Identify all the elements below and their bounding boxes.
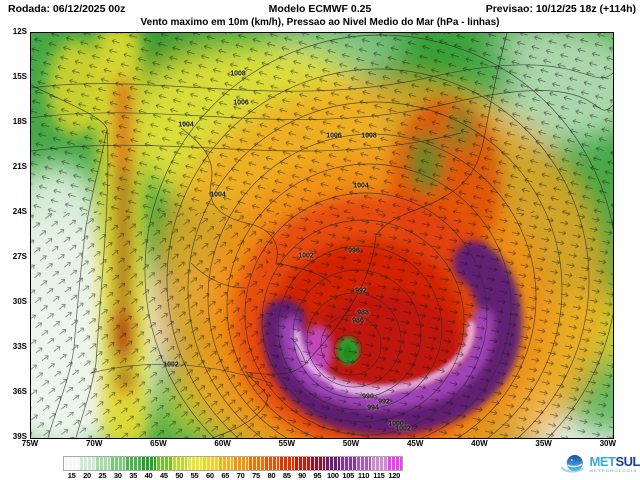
colorbar-cell [325, 457, 341, 470]
lon-label: 70W [85, 439, 103, 448]
colorbar-value: 30 [113, 471, 122, 480]
model-label: Modelo ECMWF 0.25 [268, 3, 372, 15]
lat-label: 15S [12, 72, 27, 81]
colorbar-value: 50 [175, 471, 184, 480]
colorbar-value: 20 [83, 471, 91, 480]
run-label: Rodada: 06/12/2025 00z [8, 3, 126, 15]
map-title: Vento maximo em 10m (km/h), Pressao ao N… [140, 17, 500, 28]
colorbar-value: 105 [342, 471, 354, 480]
colorbar-cell [217, 457, 233, 470]
coastline-borders [31, 33, 508, 438]
colorbar-value: 15 [67, 471, 76, 480]
colorbar-value: 100 [326, 471, 339, 480]
lat-label: 18S [12, 117, 27, 126]
map-canvas: 1008 1006 1004 1004 1006 1008 1004 1002 1002 996 9… [30, 32, 614, 439]
wind-pressure-map [31, 33, 613, 438]
colorbar-cell [248, 457, 264, 470]
colorbar-value: 35 [129, 471, 137, 480]
colorbar-cell [156, 457, 172, 470]
logo-tagline: METEOROLOGIA [589, 468, 638, 473]
wind-speed-colorbar [63, 456, 403, 471]
colorbar-value: 110 [357, 471, 370, 480]
colorbar-cell [94, 457, 111, 470]
lon-label: 75W [21, 439, 39, 448]
colorbar-value: 120 [388, 471, 401, 480]
metsul-logo: METSUL METEOROLOGIA [561, 449, 640, 479]
lat-label: 21S [12, 162, 27, 171]
colorbar-cell [110, 457, 126, 470]
colorbar-cell [386, 457, 402, 470]
colorbar-value: 70 [236, 471, 245, 480]
lat-label: 24S [12, 207, 27, 216]
colorbar-value: 25 [98, 471, 107, 480]
lat-label: 33S [12, 342, 27, 351]
colorbar-value: 40 [144, 471, 153, 480]
lon-label: 45W [406, 439, 424, 448]
colorbar-cell [340, 457, 356, 470]
lon-label: 60W [214, 439, 231, 448]
lat-label: 30S [12, 297, 27, 306]
colorbar-values: 15 20 25 30 35 40 45 50 55 60 65 70 75 80 85 90 95 100 105… [64, 471, 402, 480]
lon-label: 65W [150, 439, 167, 448]
colorbar-value: 60 [206, 471, 214, 480]
colorbar-cell [309, 457, 326, 470]
colorbar-value: 85 [282, 471, 291, 480]
lon-label: 35W [535, 439, 552, 448]
logo-met: MET [589, 454, 616, 469]
colorbar-cell [371, 457, 387, 470]
colorbar-value: 115 [373, 471, 385, 480]
colorbar-cell [232, 457, 249, 470]
colorbar-cell [186, 457, 203, 470]
lon-label: 55W [278, 439, 296, 448]
colorbar-value: 95 [313, 471, 322, 480]
colorbar-value: 90 [298, 471, 306, 480]
logo-sul: SUL [615, 454, 640, 469]
lon-label: 40W [471, 439, 488, 448]
lon-label: 30W [599, 439, 617, 448]
colorbar-cell [171, 457, 187, 470]
colorbar-value: 80 [267, 471, 276, 480]
colorbar-cell [355, 457, 372, 470]
colorbar-value: 75 [252, 471, 260, 480]
colorbar-cell [140, 457, 157, 470]
logo-text: METSUL METEOROLOGIA [590, 455, 640, 473]
colorbar-value: 55 [190, 471, 199, 480]
colorbar-value: 45 [159, 471, 168, 480]
forecast-label: Previsao: 10/12/25 18z (+114h) [485, 3, 636, 15]
lat-label: 39S [12, 432, 27, 441]
globe-icon [561, 454, 584, 473]
lat-label: 12S [12, 27, 27, 36]
lat-label: 36S [12, 387, 27, 396]
lon-label: 50W [342, 439, 360, 448]
colorbar-cell [79, 457, 95, 470]
colorbar-cell [294, 457, 310, 470]
colorbar-value: 65 [221, 471, 230, 480]
colorbar-cell [279, 457, 295, 470]
lat-label: 27S [12, 252, 27, 261]
colorbar-cell [125, 457, 141, 470]
colorbar-cell [202, 457, 218, 470]
colorbar-cell [64, 457, 80, 470]
colorbar-cell [263, 457, 280, 470]
